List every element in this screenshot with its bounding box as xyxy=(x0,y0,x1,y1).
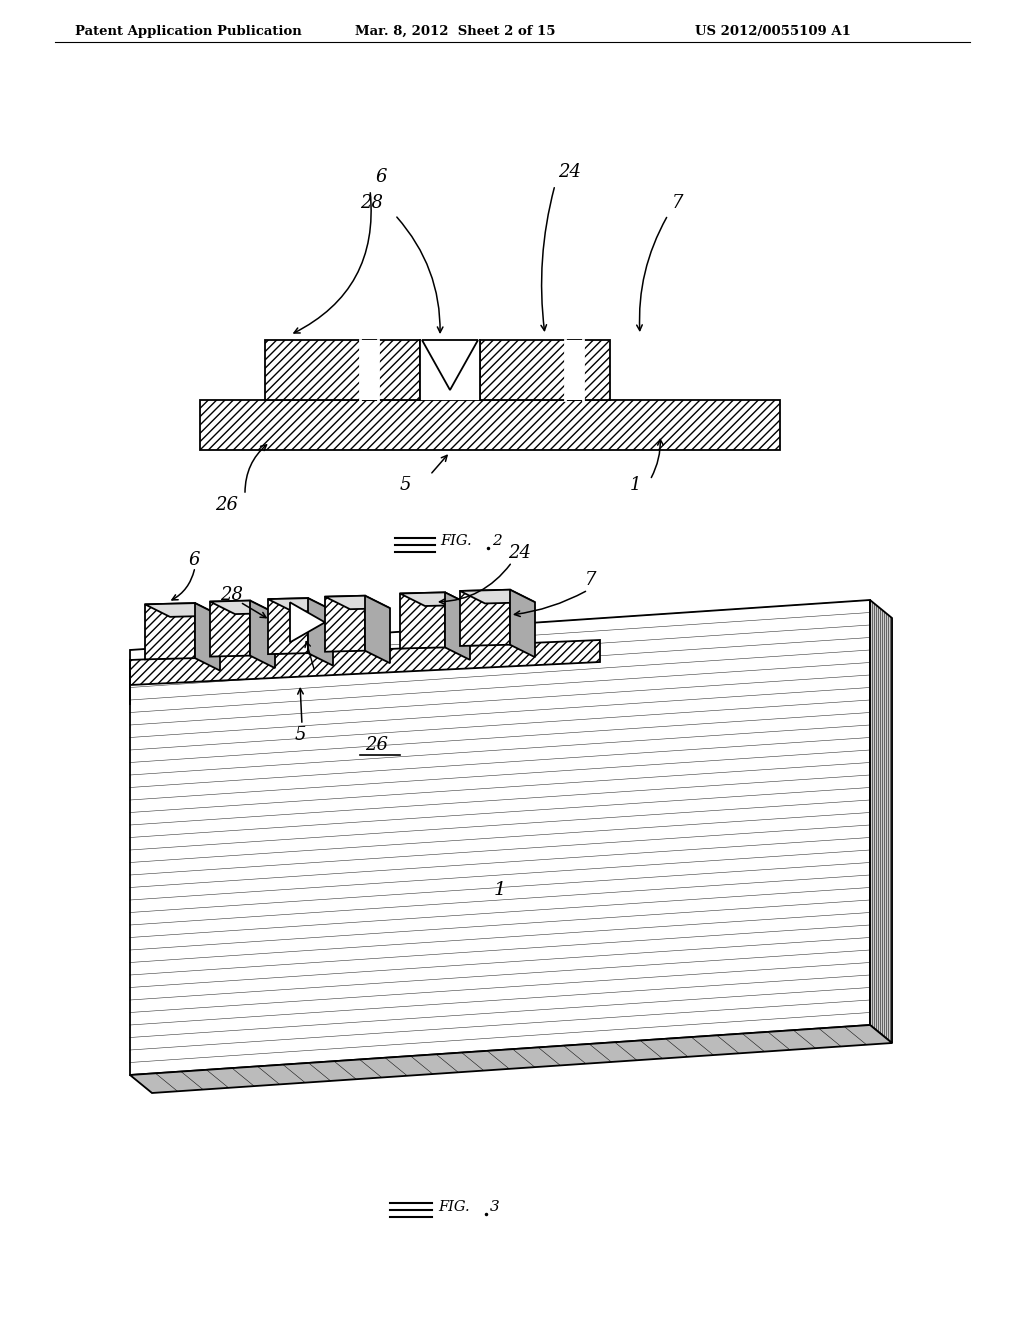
Text: Mar. 8, 2012  Sheet 2 of 15: Mar. 8, 2012 Sheet 2 of 15 xyxy=(355,25,555,38)
Text: FIG.: FIG. xyxy=(440,535,472,548)
Text: 7: 7 xyxy=(585,572,597,589)
Polygon shape xyxy=(130,601,870,1074)
Polygon shape xyxy=(445,593,470,660)
Polygon shape xyxy=(365,595,390,663)
Polygon shape xyxy=(210,601,275,614)
Polygon shape xyxy=(870,601,892,1043)
Text: 6: 6 xyxy=(375,168,386,186)
Bar xyxy=(200,400,780,450)
Bar xyxy=(480,341,610,400)
Text: US 2012/0055109 A1: US 2012/0055109 A1 xyxy=(695,25,851,38)
Polygon shape xyxy=(400,593,445,648)
Text: Patent Application Publication: Patent Application Publication xyxy=(75,25,302,38)
Text: 26: 26 xyxy=(365,737,388,754)
Polygon shape xyxy=(145,603,220,616)
Polygon shape xyxy=(460,590,535,603)
Text: 26: 26 xyxy=(215,496,238,513)
Text: 28: 28 xyxy=(360,194,383,213)
Bar xyxy=(360,341,378,400)
Text: 5: 5 xyxy=(295,726,306,744)
Polygon shape xyxy=(290,602,325,643)
Polygon shape xyxy=(308,598,333,665)
Polygon shape xyxy=(510,590,535,657)
Polygon shape xyxy=(268,598,308,655)
Text: FIG.: FIG. xyxy=(438,1200,470,1214)
Polygon shape xyxy=(325,595,390,610)
Text: 2: 2 xyxy=(492,535,502,548)
Text: 24: 24 xyxy=(508,544,531,562)
Polygon shape xyxy=(145,603,195,660)
Polygon shape xyxy=(400,593,470,606)
Text: 6: 6 xyxy=(188,550,200,569)
Bar xyxy=(265,341,420,400)
Text: 7: 7 xyxy=(672,194,683,213)
Bar xyxy=(565,341,583,400)
Polygon shape xyxy=(325,595,365,652)
Bar xyxy=(420,341,480,400)
Polygon shape xyxy=(130,640,600,685)
Polygon shape xyxy=(422,341,478,389)
Polygon shape xyxy=(195,603,220,671)
Polygon shape xyxy=(250,601,275,668)
Polygon shape xyxy=(130,1026,892,1093)
Text: 1: 1 xyxy=(494,880,506,899)
Text: 1: 1 xyxy=(630,477,641,494)
Polygon shape xyxy=(210,601,250,656)
Text: 5: 5 xyxy=(400,477,412,494)
Polygon shape xyxy=(460,590,510,645)
Text: 24: 24 xyxy=(558,162,581,181)
Text: 28: 28 xyxy=(220,586,243,605)
Polygon shape xyxy=(268,598,333,611)
Text: 3: 3 xyxy=(490,1200,500,1214)
